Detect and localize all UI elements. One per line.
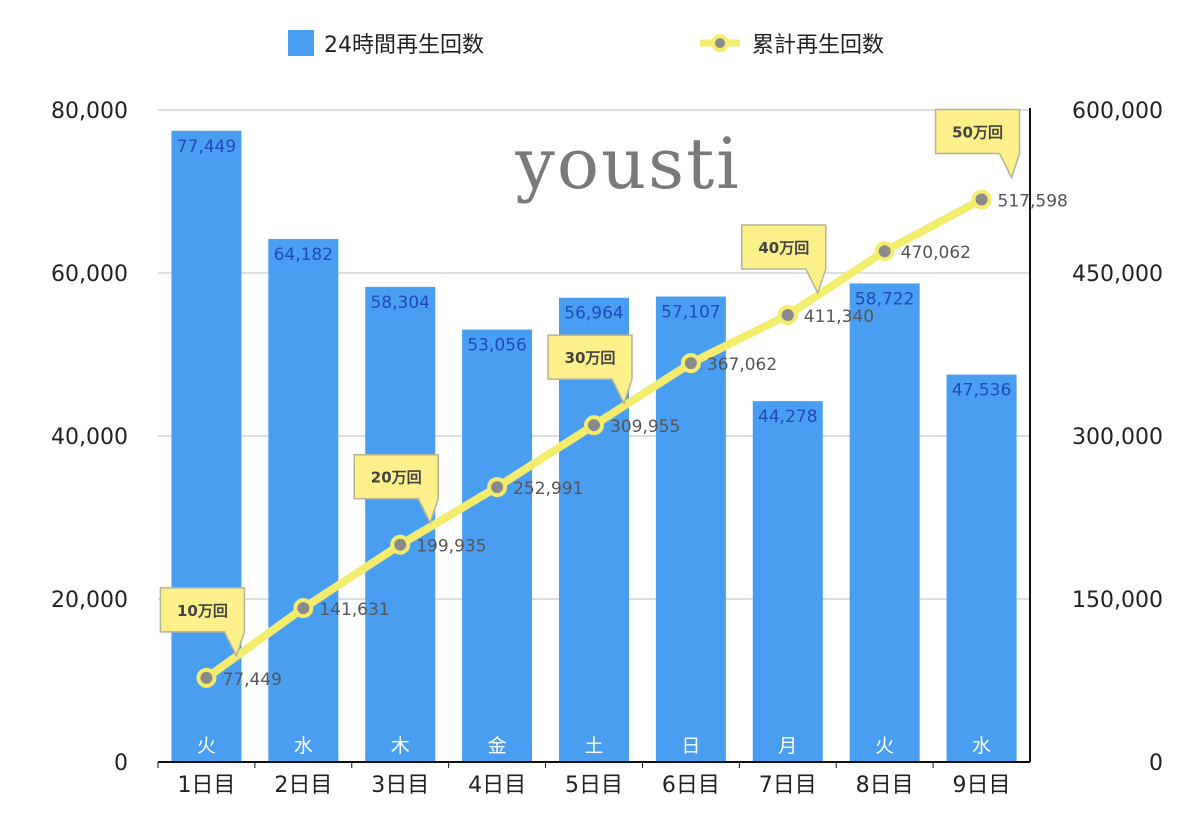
line-point — [293, 598, 314, 619]
right-axis-tick-label: 150,000 — [1072, 588, 1163, 613]
x-axis-category-label: 4日目 — [468, 773, 526, 798]
x-axis-category-label: 5日目 — [565, 773, 623, 798]
bar — [946, 374, 1017, 762]
milestone-callouts: 10万回 20万回 30万回 40万回 50万回 — [159, 108, 1021, 658]
bar-value-label: 58,722 — [855, 289, 914, 309]
callout-label: 30万回 — [565, 349, 616, 367]
legend: 24時間再生回数 累計再生回数 — [288, 30, 884, 58]
callout-box — [547, 334, 633, 406]
x-axis-category-label: 2日目 — [274, 773, 332, 798]
weekday-label: 水 — [294, 735, 313, 757]
x-axis-category-label: 9日目 — [953, 773, 1011, 798]
bar — [752, 401, 823, 762]
bar-value-label: 57,107 — [661, 303, 720, 323]
bar-value-label: 64,182 — [274, 245, 333, 265]
gridlines: 0 20,000 40,000 60,000 80,000 0 150,000 300,000… — [51, 99, 1163, 776]
weekday-label: 火 — [875, 735, 894, 757]
weekday-label: 水 — [972, 735, 991, 757]
bar — [171, 130, 242, 762]
bar — [268, 238, 339, 763]
bar-value-label: 53,056 — [467, 336, 526, 356]
line-point — [196, 667, 217, 688]
line-value-label: 411,340 — [804, 307, 874, 327]
legend-swatch-line-marker — [711, 34, 729, 52]
x-axis-category-label: 8日目 — [856, 773, 914, 798]
line-point — [390, 534, 411, 555]
line-value-label: 367,062 — [707, 355, 777, 375]
weekday-label: 木 — [391, 735, 410, 757]
legend-label-line: 累計再生回数 — [752, 33, 884, 58]
weekday-label: 金 — [488, 735, 507, 757]
left-axis-tick-label: 60,000 — [51, 262, 128, 287]
weekday-label: 日 — [681, 735, 700, 757]
line-value-label: 252,991 — [513, 479, 583, 499]
x-axis-category-label: 7日目 — [759, 773, 817, 798]
callout-label: 20万回 — [371, 469, 422, 487]
callout-label: 40万回 — [758, 239, 809, 257]
left-axis-tick-label: 80,000 — [51, 99, 128, 124]
line-point — [874, 241, 895, 262]
left-axis-tick-label: 20,000 — [51, 588, 128, 613]
bar-value-label: 44,278 — [758, 407, 817, 427]
x-axis-category-label: 3日目 — [371, 773, 429, 798]
bar-value-label: 58,304 — [370, 293, 429, 313]
legend-label-bars: 24時間再生回数 — [324, 33, 484, 58]
callout-box — [741, 224, 827, 295]
line-point — [777, 305, 798, 326]
weekday-label: 月 — [778, 735, 797, 757]
line-value-label: 470,062 — [901, 243, 971, 263]
watermark-logo: yousti — [514, 123, 740, 205]
line-point — [971, 189, 992, 210]
bar-series: 77,449 火 64,182 水 58,304 木 53,056 金 56,964 土 57,10… — [171, 130, 1017, 763]
x-axis-category-label: 6日目 — [662, 773, 720, 798]
right-axis-tick-label: 300,000 — [1072, 425, 1163, 450]
line-value-label: 141,631 — [319, 600, 389, 620]
line-series: 77,449 141,631 199,935 252,991 309,955 367,06… — [196, 189, 1068, 690]
x-axis-category-label: 1日目 — [177, 773, 235, 798]
bar-value-label: 77,449 — [177, 137, 236, 157]
line-point — [584, 415, 604, 436]
bar — [462, 329, 533, 762]
bar — [849, 283, 920, 762]
bar — [365, 286, 436, 762]
bar-value-label: 47,536 — [952, 381, 1011, 401]
line-value-label: 199,935 — [416, 537, 486, 557]
weekday-label: 火 — [197, 735, 216, 757]
right-axis-tick-label: 600,000 — [1072, 99, 1163, 124]
callout-box — [159, 587, 246, 658]
left-axis-tick-label: 40,000 — [51, 425, 128, 450]
right-axis-tick-label: 450,000 — [1072, 262, 1163, 287]
legend-swatch-bars — [288, 30, 314, 56]
line-value-label: 77,449 — [222, 670, 281, 690]
left-axis-tick-label: 0 — [114, 751, 128, 776]
bar-value-label: 56,964 — [564, 304, 623, 324]
callout-label: 10万回 — [177, 602, 228, 620]
callout-box — [934, 108, 1021, 180]
line-value-label: 517,598 — [998, 192, 1068, 212]
callout-box — [353, 453, 439, 525]
weekday-label: 土 — [584, 735, 603, 757]
axes: 1日目 2日目 3日目 4日目 5日目 6日目 7日目 8日目 9日目 — [157, 108, 1031, 798]
line-value-label: 309,955 — [610, 417, 680, 437]
line-point — [680, 353, 701, 374]
callout-label: 50万回 — [952, 124, 1003, 142]
right-axis-tick-label: 0 — [1149, 751, 1163, 776]
line-point — [487, 477, 508, 498]
